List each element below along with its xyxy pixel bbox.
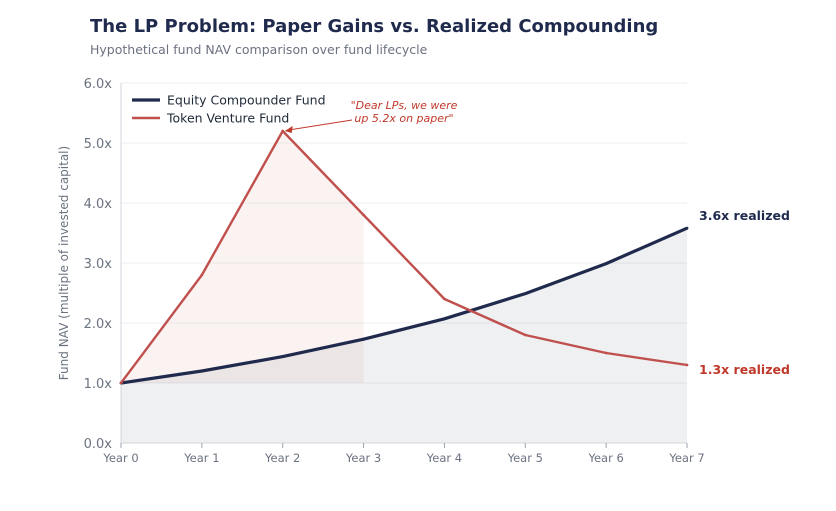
paper-gains-shade [121,131,364,383]
equity-series-line [120,226,688,385]
equity-data-point [362,337,365,341]
y-tick-label: 6.0x [84,77,113,92]
equity-data-point [523,292,527,295]
x-tick-label: Year 4 [426,451,462,465]
y-tick-label: 0.0x [84,437,113,452]
token-data-point [685,363,689,367]
y-tick-label: 2.0x [84,317,113,332]
equity-end-label: 3.6x realized [699,208,790,223]
token-data-point [119,381,123,385]
equity-data-point [685,226,689,230]
token-data-point [281,129,285,133]
y-tick-label: 3.0x [84,257,113,272]
annotation-arrow-head [284,126,293,133]
x-tick-label: Year 3 [345,451,381,465]
x-tick-label: Year 0 [102,451,138,465]
token-data-point [443,297,446,301]
token-end-label: 1.3x realized [699,362,790,377]
x-tick-label: Year 1 [183,451,219,465]
token-data-point [200,273,204,277]
token-data-point [523,333,527,337]
annotation-line1: "Dear LPs, we were [351,99,458,112]
equity-data-point [443,317,446,321]
y-tick-label: 5.0x [84,137,113,152]
x-tick-label: Year 2 [264,451,300,465]
chart-subtitle: Hypothetical fund NAV comparison over fu… [90,42,428,57]
y-axis-label: Fund NAV (multiple of invested capital) [57,146,71,380]
equity-area-fill [121,228,687,443]
equity-data-point [200,369,204,373]
annotation-arrow-line [288,119,353,131]
x-tick-label: Year 6 [587,451,623,465]
y-tick-label: 4.0x [84,197,113,212]
equity-data-point [281,355,285,358]
x-tick-label: Year 5 [507,451,543,465]
token-series-line [120,129,688,384]
x-tick-label: Year 7 [668,451,704,465]
equity-data-point [604,262,608,265]
token-data-point [362,213,365,217]
y-tick-label: 1.0x [84,377,113,392]
legend-label: Token Venture Fund [166,111,289,126]
chart-title: The LP Problem: Paper Gains vs. Realized… [90,16,659,37]
legend-label: Equity Compounder Fund [167,93,326,108]
annotation-line2: up 5.2x on paper" [354,112,453,125]
token-data-point [604,351,608,355]
